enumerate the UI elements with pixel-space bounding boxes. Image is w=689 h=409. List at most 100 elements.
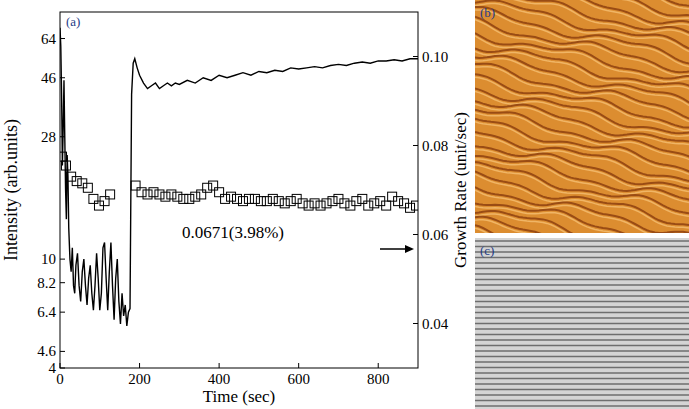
growth-rate-point [406, 203, 415, 212]
growth-rate-point [364, 201, 373, 210]
y-tick [60, 282, 65, 283]
growth-rate-point [370, 199, 379, 208]
texture-ridge [475, 211, 689, 233]
growth-rate-point [412, 201, 418, 210]
growth-rate-point [161, 192, 170, 201]
texture-ridge [475, 110, 689, 158]
growth-rate-point [173, 192, 182, 201]
growth-rate-point [233, 194, 242, 203]
growth-rate-point [250, 194, 259, 203]
growth-rate-point [191, 192, 200, 201]
growth-rate-point [137, 188, 146, 197]
annotation-arrow [380, 248, 408, 250]
intensity-line [60, 28, 418, 326]
growth-rate-point [89, 194, 98, 203]
growth-rate-point [340, 199, 349, 208]
panel-c-image [475, 238, 689, 409]
texture-line [475, 284, 689, 286]
growth-rate-point [185, 194, 194, 203]
texture-line [475, 312, 689, 314]
texture-line [475, 306, 689, 308]
texture-line [475, 389, 689, 391]
texture-highlight [475, 91, 689, 136]
annotation: 0.0671(3.98%) [182, 223, 284, 242]
growth-rate-point [60, 152, 66, 161]
growth-rate-point [310, 199, 319, 208]
growth-rate-point [179, 194, 188, 203]
texture-line [475, 394, 689, 396]
texture-line [475, 328, 689, 330]
y-tick [60, 368, 65, 369]
texture-line [475, 317, 689, 319]
texture-line [475, 334, 689, 336]
texture-highlight [475, 59, 689, 107]
y2-tick [413, 323, 418, 324]
growth-rate-point [143, 190, 152, 199]
growth-rate-point [83, 183, 92, 192]
x-tick [298, 363, 299, 368]
y2-tick [413, 145, 418, 146]
y-tick-label: 10 [41, 251, 56, 267]
texture-ridge [475, 48, 689, 86]
x-axis-title: Time (sec) [203, 387, 276, 406]
texture-line [475, 262, 689, 264]
panel-label: (a) [66, 14, 80, 29]
texture-highlight [475, 174, 689, 228]
y-tick-label: 4 [49, 360, 57, 376]
panel-label: (c) [480, 243, 494, 258]
texture-highlight [475, 135, 689, 185]
growth-rate-point [197, 190, 206, 199]
y-tick-label: 64 [41, 31, 57, 47]
plot-data [60, 28, 418, 326]
figure: 020040060080044.66.48.2102846640.040.060… [0, 0, 689, 409]
texture-line [475, 246, 689, 248]
texture-line [475, 273, 689, 275]
texture-line [475, 378, 689, 380]
x-tick [378, 363, 379, 368]
x-tick-label: 0 [56, 371, 64, 387]
texture-line [475, 361, 689, 363]
y-tick-label: 28 [41, 129, 56, 145]
y2-tick-label: 0.04 [422, 316, 449, 332]
y-tick [60, 351, 65, 352]
texture-ridge [475, 225, 689, 233]
texture-line [475, 268, 689, 270]
texture-highlight [475, 122, 689, 175]
y-axis-title: Intensity (arb.units) [1, 119, 22, 261]
plot-frame [60, 12, 418, 368]
texture-ridge [475, 217, 689, 233]
texture-line [475, 339, 689, 341]
texture-line [475, 323, 689, 325]
texture-highlight [475, 220, 689, 233]
texture-line [475, 290, 689, 292]
growth-rate-point [131, 181, 140, 190]
growth-rate-point [227, 192, 236, 201]
texture-line [475, 372, 689, 374]
texture-highlight [475, 190, 689, 233]
growth-rate-point [72, 177, 81, 186]
growth-rate-point [328, 197, 337, 206]
annotation-arrowhead [405, 245, 414, 253]
growth-rate-point [209, 181, 218, 190]
y2-tick-label: 0.06 [422, 227, 449, 243]
texture-line [475, 251, 689, 253]
y-tick-label: 46 [41, 70, 57, 86]
growth-rate-point [298, 199, 307, 208]
texture-line [475, 405, 689, 407]
growth-rate-point [316, 201, 325, 210]
growth-rate-point [238, 197, 247, 206]
y-tick [60, 259, 65, 260]
y2-tick-label: 0.10 [422, 49, 448, 65]
y2-tick-label: 0.08 [422, 138, 448, 154]
growth-rate-point [352, 197, 361, 206]
texture-highlight [475, 67, 689, 123]
texture-line [475, 240, 689, 242]
y2-tick [413, 56, 418, 57]
growth-rate-point [304, 201, 313, 210]
growth-rate-point [155, 190, 164, 199]
texture-line [475, 383, 689, 385]
growth-rate-point [322, 199, 331, 208]
y-tick-label: 8.2 [37, 275, 56, 291]
x-tick [139, 363, 140, 368]
growth-rate-point [100, 197, 109, 206]
